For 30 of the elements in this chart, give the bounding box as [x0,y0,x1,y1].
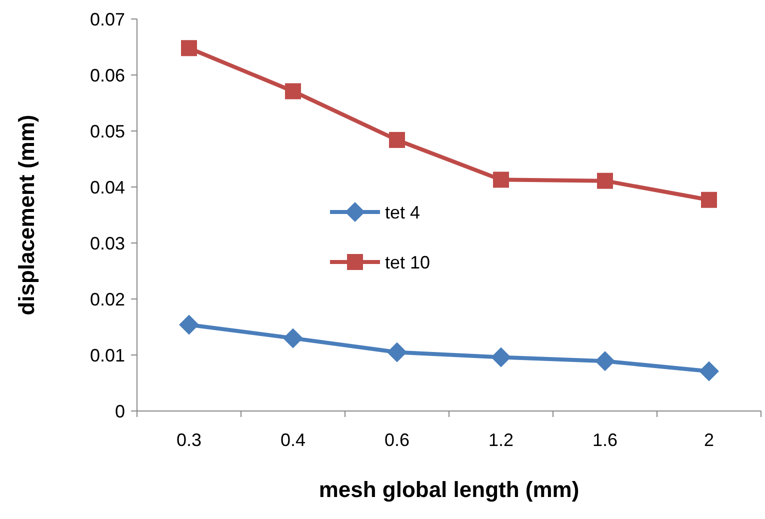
point [285,83,301,100]
y-tick-label: 0.03 [90,233,125,254]
x-axis-title: mesh global length (mm) [318,477,580,502]
point [597,172,613,189]
point [701,192,717,208]
y-tick-label: 0 [114,401,125,422]
legend-label: tet 4 [385,202,420,222]
x-tick-label: 1.2 [488,430,514,450]
point [389,132,405,148]
point [283,328,303,348]
point [181,40,197,56]
y-tick-label: 0.07 [90,9,125,30]
x-tick-label: 0.3 [176,430,202,450]
y-tick-label: 0.06 [90,65,125,86]
point [179,314,199,335]
y-tick-label: 0.05 [90,121,125,142]
point [491,347,511,368]
x-tick-label: 0.4 [280,430,306,450]
x-tick-label: 1.6 [592,430,618,450]
y-tick-label: 0.01 [90,345,125,366]
point [493,172,509,188]
x-tick-label: 0.6 [384,430,410,450]
y-tick-label: 0.02 [90,289,125,310]
y-tick-label: 0.04 [90,177,125,198]
legend-label: tet 10 [385,252,430,272]
point [387,342,407,362]
x-tick-label: 2 [704,430,714,450]
point [699,361,719,382]
point [595,351,615,372]
y-axis-title: displacement (mm) [14,114,39,316]
